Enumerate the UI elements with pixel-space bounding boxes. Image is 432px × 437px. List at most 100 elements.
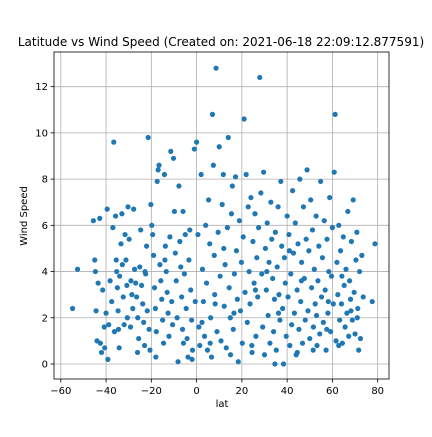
- data-point: [300, 204, 307, 210]
- data-point: [276, 292, 282, 298]
- data-point: [254, 255, 260, 261]
- y-tick-label: 8: [42, 175, 48, 186]
- data-point: [292, 220, 298, 226]
- data-point: [118, 241, 124, 247]
- data-point: [307, 335, 313, 342]
- data-point: [98, 349, 105, 356]
- data-point: [198, 171, 204, 178]
- data-point: [332, 111, 338, 117]
- data-point: [356, 268, 363, 275]
- data-point: [284, 213, 290, 219]
- data-point: [372, 241, 378, 247]
- data-point: [334, 259, 340, 265]
- data-point: [260, 324, 266, 330]
- data-point: [279, 243, 285, 249]
- data-point: [280, 305, 286, 312]
- data-point: [326, 268, 332, 275]
- data-point: [337, 248, 344, 254]
- data-point: [282, 280, 288, 286]
- data-point: [152, 305, 159, 312]
- data-point: [329, 225, 336, 231]
- data-point: [249, 349, 255, 356]
- data-point: [135, 315, 141, 321]
- data-point: [221, 245, 227, 252]
- x-axis-label: lat: [216, 399, 229, 410]
- data-point: [128, 278, 134, 284]
- data-point: [102, 345, 108, 351]
- data-point: [305, 308, 311, 314]
- data-point: [275, 310, 282, 316]
- data-point: [348, 238, 355, 245]
- data-point: [157, 262, 163, 268]
- data-point: [138, 227, 144, 233]
- data-point: [241, 116, 247, 122]
- data-point: [246, 268, 252, 275]
- data-point: [160, 317, 166, 323]
- data-point: [256, 225, 262, 231]
- data-point: [238, 259, 245, 265]
- data-point: [327, 194, 333, 201]
- data-point: [117, 273, 123, 279]
- data-point: [133, 280, 139, 286]
- data-point: [137, 264, 143, 270]
- data-point: [335, 292, 341, 298]
- data-point: [192, 298, 198, 305]
- data-point: [184, 335, 190, 342]
- data-point: [207, 241, 213, 247]
- data-point: [94, 338, 100, 344]
- x-tick-label: 40: [281, 386, 294, 397]
- data-point: [245, 204, 251, 210]
- data-point: [162, 257, 168, 263]
- data-point: [119, 262, 125, 268]
- data-point: [275, 204, 281, 210]
- data-point: [208, 354, 215, 360]
- data-point: [169, 298, 175, 305]
- data-point: [200, 298, 206, 305]
- data-point: [268, 199, 274, 205]
- data-point: [148, 201, 154, 208]
- data-point: [150, 231, 156, 238]
- data-point: [314, 342, 320, 349]
- data-point: [263, 287, 269, 293]
- data-point: [312, 301, 318, 307]
- data-point: [288, 271, 294, 277]
- data-point: [299, 259, 305, 265]
- data-point: [181, 271, 187, 277]
- data-point: [100, 287, 106, 293]
- data-point: [178, 264, 184, 270]
- data-point: [318, 178, 324, 185]
- data-point: [255, 294, 261, 300]
- data-point: [149, 222, 155, 228]
- data-point: [119, 211, 125, 217]
- data-point: [140, 301, 146, 307]
- data-point: [277, 317, 283, 323]
- data-point: [354, 315, 360, 321]
- data-point: [123, 257, 129, 263]
- data-point: [232, 174, 239, 180]
- data-point: [315, 278, 321, 284]
- data-point: [221, 303, 227, 309]
- axes-frame: [53, 51, 390, 380]
- data-point: [151, 285, 158, 291]
- data-point: [310, 324, 316, 330]
- data-point: [299, 340, 306, 346]
- data-point: [318, 294, 325, 300]
- data-point: [162, 243, 168, 249]
- data-point: [191, 146, 197, 152]
- data-point: [323, 347, 329, 353]
- data-point: [207, 340, 213, 346]
- data-point: [266, 259, 272, 265]
- data-point: [240, 234, 246, 240]
- data-point: [336, 222, 342, 228]
- data-point: [215, 229, 221, 235]
- data-point: [330, 301, 336, 307]
- data-point: [130, 305, 136, 312]
- data-point: [339, 273, 345, 279]
- data-point: [298, 298, 304, 305]
- data-point: [225, 134, 231, 141]
- y-axis-label: Wind Speed: [19, 186, 30, 246]
- data-point: [231, 310, 237, 316]
- data-point: [182, 231, 188, 238]
- data-point: [134, 349, 141, 356]
- data-point: [273, 347, 279, 353]
